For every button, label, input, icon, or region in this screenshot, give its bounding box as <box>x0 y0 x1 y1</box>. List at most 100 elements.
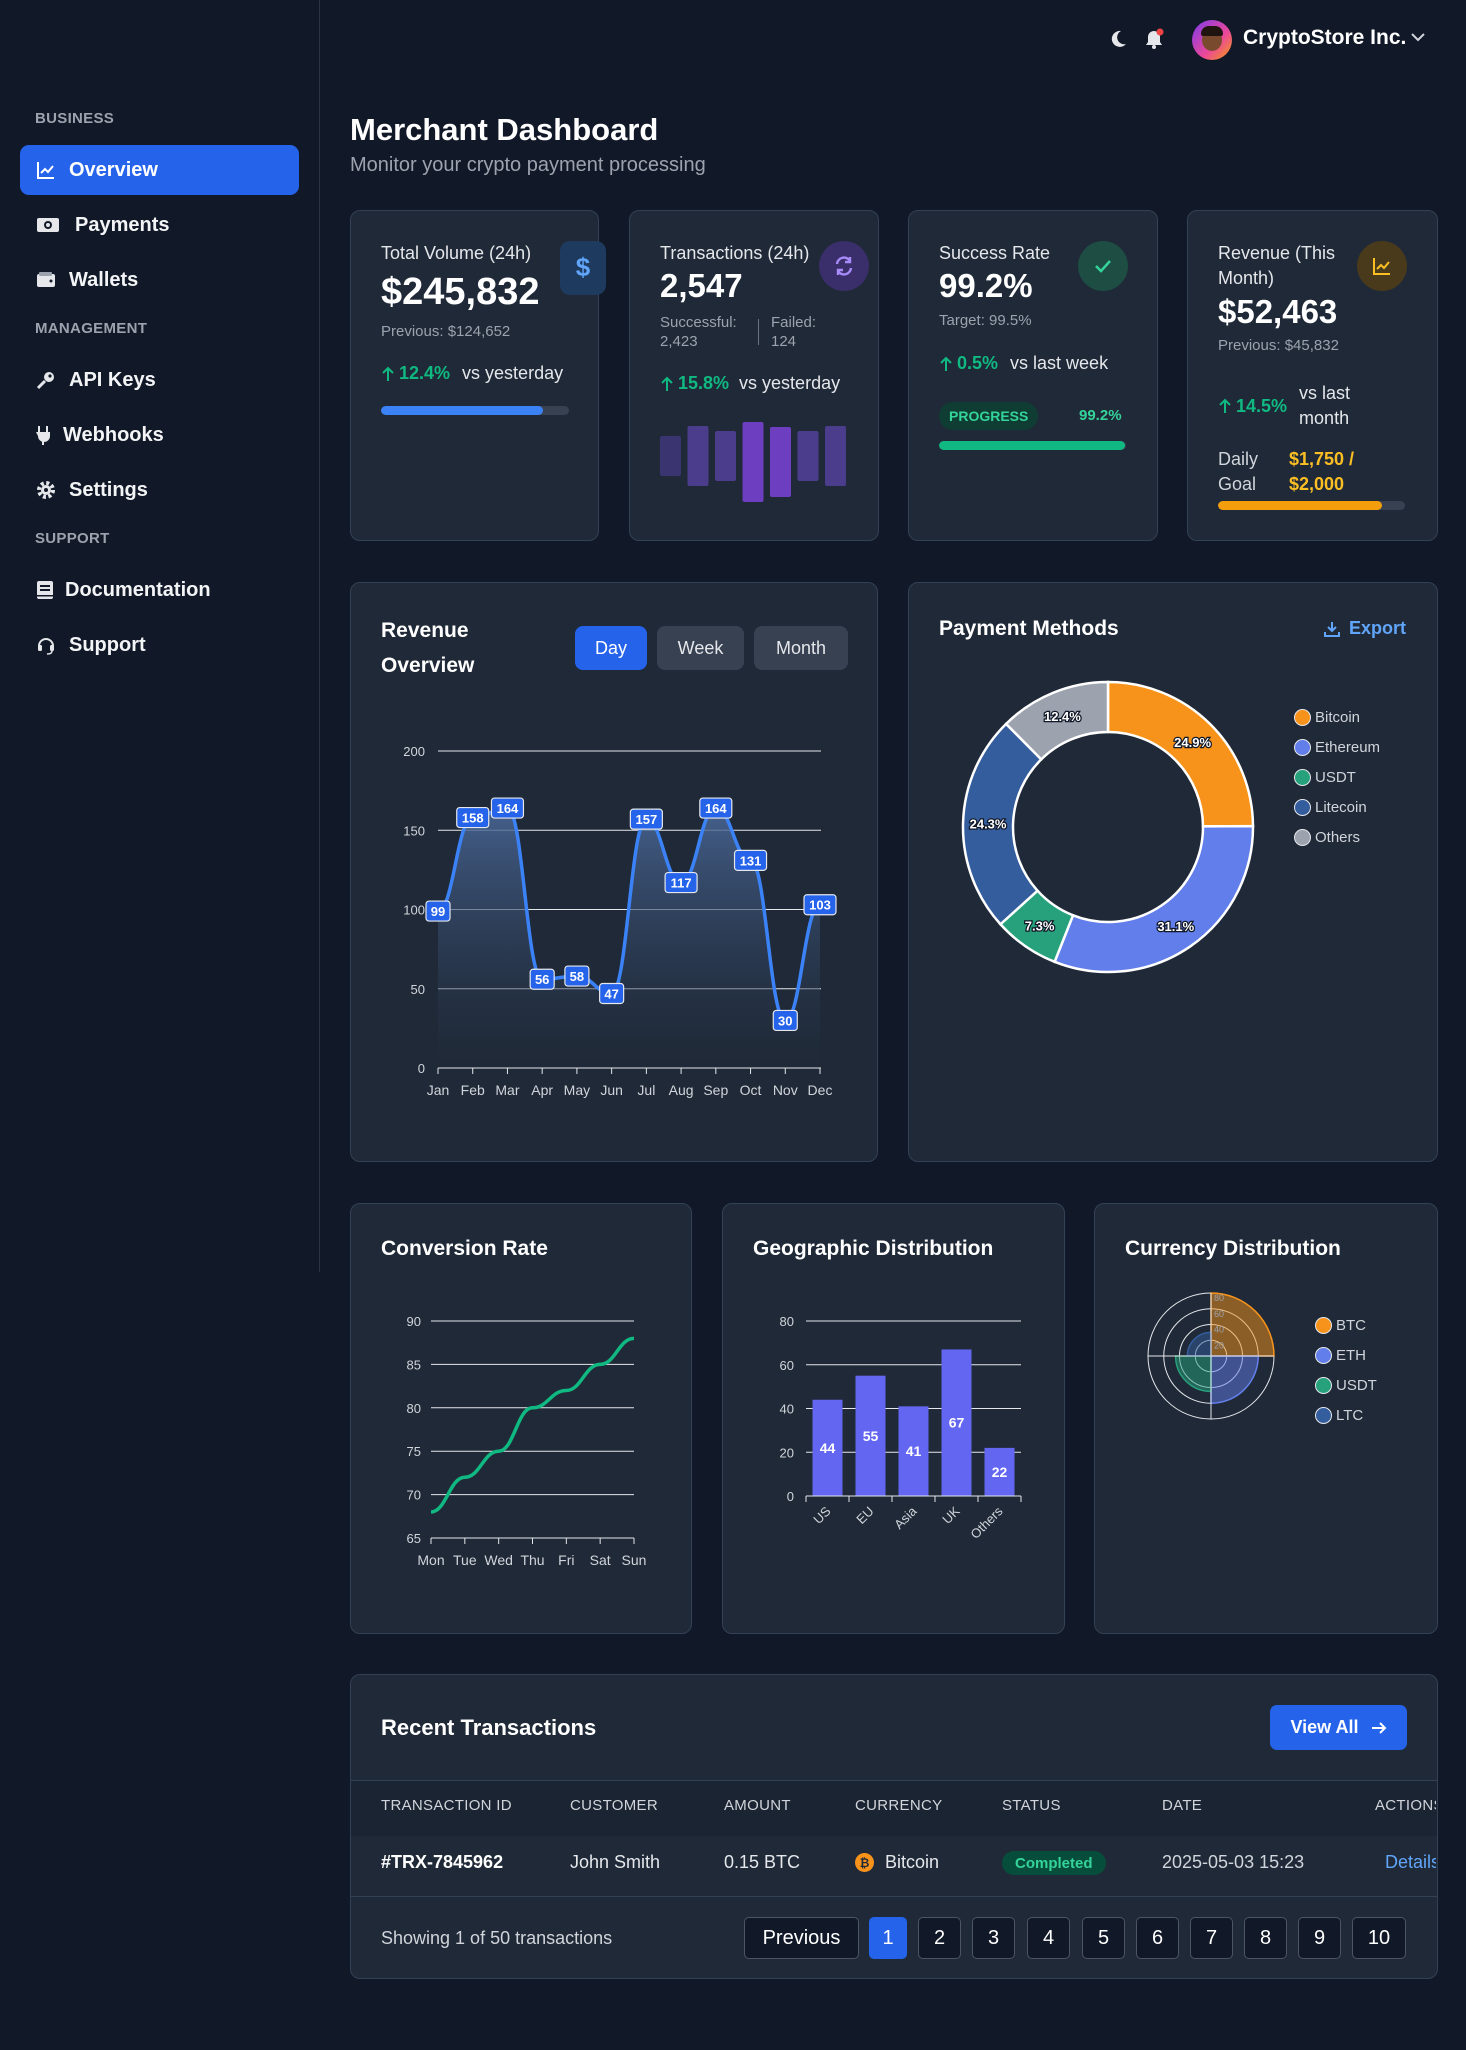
geo-bar <box>812 1399 843 1496</box>
page-button-4[interactable]: 4 <box>1027 1917 1070 1959</box>
stat-label: Success Rate <box>939 243 1051 263</box>
chevron-down-icon[interactable] <box>1410 30 1426 48</box>
y-tick-label: 0 <box>787 1489 794 1504</box>
success-progress <box>939 441 1126 450</box>
bell-icon[interactable] <box>1141 26 1167 52</box>
page-button-1[interactable]: 1 <box>869 1917 907 1959</box>
data-label: 157 <box>629 808 663 830</box>
legend-label: USDT <box>1336 1377 1377 1394</box>
pagination-summary: Showing 1 of 50 transactions <box>381 1928 613 1948</box>
card-title: Conversion Rate <box>381 1237 548 1260</box>
svg-text:131: 131 <box>740 853 762 868</box>
nav-section-management: MANAGEMENT <box>35 320 148 337</box>
x-tick-label: UK <box>939 1503 963 1527</box>
legend-item[interactable]: ETH <box>1315 1347 1366 1364</box>
sidebar-item-documentation[interactable]: Documentation <box>20 565 299 615</box>
data-label: 158 <box>456 806 490 829</box>
page-button-2[interactable]: 2 <box>918 1917 961 1959</box>
revenue-area-chart: 0 50 100 150 200 Jan Feb Mar Apr May Jun Jul Aug Sep O… <box>403 744 837 1098</box>
sidebar-item-settings[interactable]: Settings <box>20 465 299 515</box>
legend-item[interactable]: Ethereum <box>1294 739 1380 756</box>
stat-value: $52,463 <box>1218 293 1338 330</box>
y-tick-label: 40 <box>780 1402 794 1417</box>
export-button[interactable]: Export <box>1323 618 1406 639</box>
details-link[interactable]: Details <box>1385 1852 1436 1872</box>
sidebar-item-label: Settings <box>69 478 148 501</box>
sidebar-item-label: Documentation <box>65 578 211 601</box>
x-tick-label: Nov <box>773 1082 798 1098</box>
chart-line-icon <box>35 159 57 181</box>
tab-day[interactable]: Day <box>575 626 647 670</box>
page-button-7[interactable]: 7 <box>1190 1917 1233 1959</box>
x-tick-label: May <box>564 1082 590 1098</box>
stat-card-success: Success Rate 99.2% Target: 99.5% 0.5% vs… <box>908 210 1158 541</box>
geo-bar <box>898 1406 929 1496</box>
svg-text:30: 30 <box>778 1013 792 1028</box>
view-all-button[interactable]: View All <box>1270 1705 1407 1750</box>
legend-item[interactable]: Bitcoin <box>1294 709 1360 726</box>
legend-swatch <box>1294 739 1311 756</box>
x-tick-label: Jun <box>600 1082 623 1098</box>
bar-value-label: 67 <box>949 1415 965 1431</box>
previous-button[interactable]: Previous <box>744 1917 859 1959</box>
legend-item[interactable]: USDT <box>1315 1377 1377 1394</box>
legend-label: Bitcoin <box>1315 709 1361 726</box>
stat-change: 12.4% vs yesterday <box>381 363 563 384</box>
x-tick-label: Fri <box>558 1552 574 1568</box>
col-currency: CURRENCY <box>855 1797 943 1814</box>
sidebar-item-overview[interactable]: Overview <box>20 145 299 195</box>
spark-bar <box>660 436 681 476</box>
page-button-3[interactable]: 3 <box>972 1917 1015 1959</box>
sidebar-item-support[interactable]: Support <box>20 620 299 670</box>
sidebar-item-webhooks[interactable]: Webhooks <box>20 410 299 460</box>
card-title: Revenue Overview <box>381 619 475 677</box>
download-icon <box>1324 621 1340 637</box>
nav-section-support: SUPPORT <box>35 530 110 547</box>
legend-swatch <box>1294 769 1311 786</box>
tx-amount: 0.15 BTC <box>724 1852 801 1872</box>
y-tick-label: 20 <box>780 1445 794 1460</box>
legend-label: USDT <box>1315 769 1356 786</box>
tab-week[interactable]: Week <box>657 626 744 670</box>
page-button-8[interactable]: 8 <box>1244 1917 1287 1959</box>
stat-value: $245,832 <box>381 271 540 313</box>
stat-label: Total Volume (24h) <box>381 243 532 263</box>
y-tick-label: 80 <box>407 1401 421 1416</box>
legend-item[interactable]: USDT <box>1294 769 1356 786</box>
legend-item[interactable]: LTC <box>1315 1407 1363 1424</box>
sidebar-item-wallets[interactable]: Wallets <box>20 255 299 305</box>
legend-item[interactable]: Others <box>1294 829 1360 846</box>
moon-icon[interactable] <box>1105 26 1131 52</box>
y-tick-label: 100 <box>403 903 425 918</box>
page-button-6[interactable]: 6 <box>1136 1917 1179 1959</box>
goal-value: $1,750 / $2,000 <box>1289 449 1355 494</box>
progress-value: 99.2% <box>1079 407 1122 424</box>
successful-count: Successful: 2,423 <box>660 314 737 350</box>
polar-segment <box>1210 1355 1260 1405</box>
sidebar-item-api-keys[interactable]: API Keys <box>20 355 299 405</box>
sidebar-item-payments[interactable]: Payments <box>20 200 299 250</box>
user-name[interactable]: CryptoStore Inc. <box>1243 26 1407 49</box>
spark-bar <box>687 426 709 486</box>
x-tick-label: Jan <box>427 1082 450 1098</box>
page-button-5[interactable]: 5 <box>1082 1917 1125 1959</box>
spark-bar <box>825 426 846 486</box>
page-button-10[interactable]: 10 <box>1352 1917 1406 1959</box>
money-icon <box>35 214 61 236</box>
avatar[interactable] <box>1192 20 1232 60</box>
card-title: Recent Transactions <box>381 1715 597 1740</box>
legend-swatch <box>1294 709 1311 726</box>
revenue-goal-progress <box>1218 501 1405 510</box>
svg-text:164: 164 <box>497 801 519 816</box>
legend-item[interactable]: BTC <box>1315 1317 1366 1334</box>
currency-polar-chart: 80 60 40 20 <box>1147 1292 1275 1420</box>
data-label: 131 <box>733 849 768 871</box>
card-title: Currency Distribution <box>1125 1237 1341 1260</box>
page-button-9[interactable]: 9 <box>1298 1917 1341 1959</box>
col-actions: ACTIONS <box>1375 1797 1436 1814</box>
legend-item[interactable]: Litecoin <box>1294 799 1367 816</box>
page-title: Merchant Dashboard <box>350 112 659 147</box>
sidebar-item-label: Support <box>69 633 146 656</box>
tab-month[interactable]: Month <box>754 626 848 670</box>
legend-swatch <box>1294 799 1311 816</box>
